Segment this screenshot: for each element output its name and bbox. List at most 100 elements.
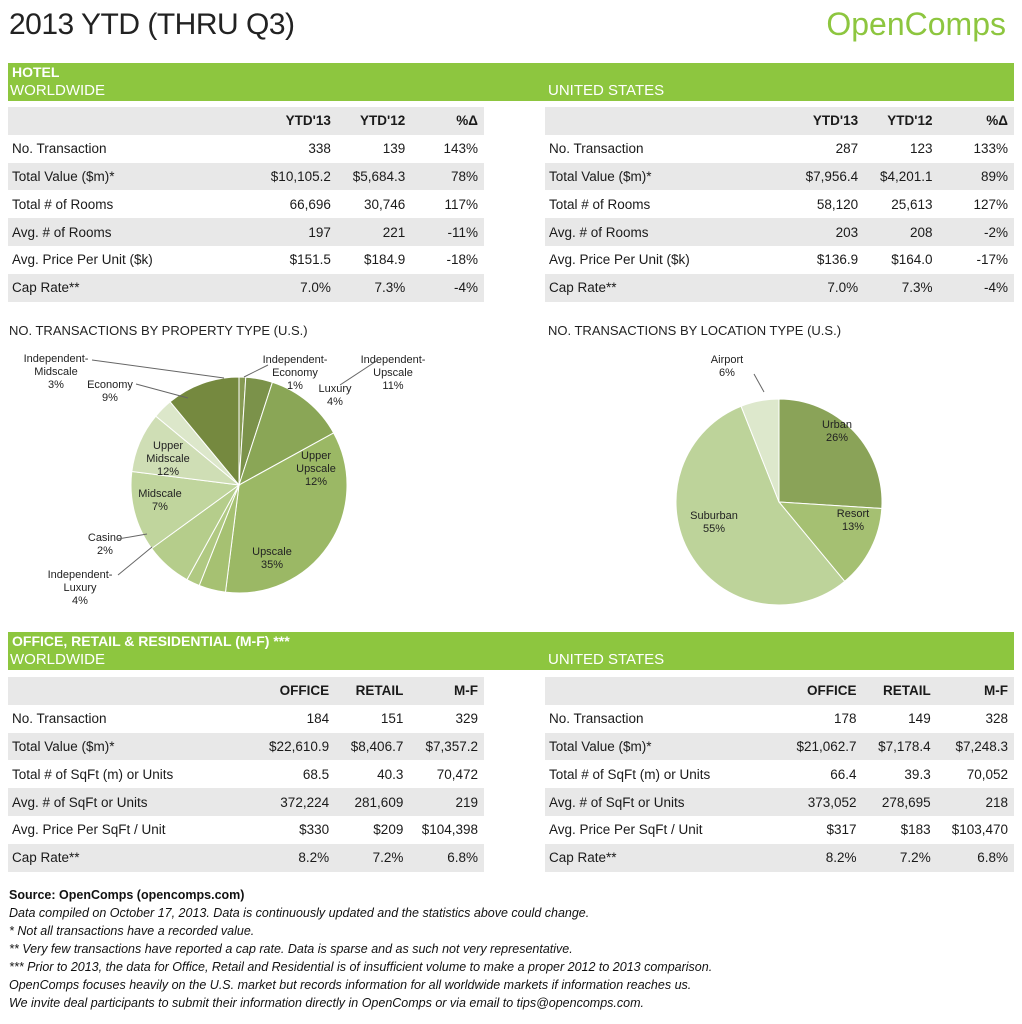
pie-slice-upper-upscale (238, 381, 335, 487)
row-label: Total Value ($m)* (545, 162, 776, 191)
pie-label-line: 26% (826, 432, 848, 444)
hotel-worldwide-heading: WORLDWIDE (10, 82, 105, 99)
table-row: Avg. Price Per SqFt / Unit $330 $209 $104,3… (8, 816, 484, 844)
pie-slice-upscale (224, 432, 348, 594)
row-value: 133% (973, 141, 1008, 157)
row-value: $4,201.1 (864, 162, 939, 191)
row-value: $103,470 (951, 822, 1008, 838)
pie-label-line: 35% (261, 559, 283, 571)
pie-label-upper-upscale: Upper Upscale 12% (296, 450, 336, 488)
table-header-empty (8, 107, 248, 135)
row-label: Total # of Rooms (12, 196, 114, 212)
pie-label-line: Upscale (252, 546, 292, 558)
row-value: 66,696 (289, 196, 331, 212)
hotel-section-header: HOTEL WORLDWIDE UNITED STATES (8, 63, 1014, 101)
table-row: Cap Rate** 7.0% 7.3% -4% (8, 273, 484, 302)
row-value: 7.0% (775, 273, 865, 302)
pie-label-independent-economy: Independent-Economy 1% (263, 354, 328, 392)
pie-label-line: 13% (842, 521, 864, 533)
row-value: 219 (409, 788, 484, 816)
pie-slice-urban (778, 398, 883, 509)
table-row: Cap Rate** 8.2% 7.2% 6.8% (8, 843, 484, 872)
row-value: 329 (455, 711, 478, 727)
row-value: $8,406.7 (335, 732, 410, 761)
row-label: Avg. Price Per SqFt / Unit (549, 822, 703, 838)
pie-label-line: 11% (382, 380, 403, 392)
pie-label-line: Economy (272, 367, 318, 379)
row-value: 78% (411, 162, 484, 191)
column-header: RETAIL (862, 677, 937, 705)
row-value: $5,684.3 (336, 162, 412, 191)
row-value: 66.4 (830, 766, 857, 782)
table-header-row: YTD'13 YTD'12 %Δ (545, 107, 1014, 135)
row-value: 221 (336, 218, 412, 246)
row-value: 149 (908, 711, 931, 727)
row-value: 151 (380, 711, 404, 727)
row-value: 178 (833, 711, 857, 727)
office-worldwide-heading: WORLDWIDE (10, 651, 105, 668)
row-value: 139 (382, 141, 406, 157)
table-row: Total # of Rooms 58,120 25,613 127% (545, 190, 1014, 218)
table-row: Cap Rate** 8.2% 7.2% 6.8% (545, 843, 1014, 872)
column-header: YTD'12 (336, 107, 412, 135)
office-section-title: OFFICE, RETAIL & RESIDENTIAL (M-F) *** (12, 633, 290, 649)
footer-note: We invite deal participants to submit th… (9, 996, 644, 1010)
table-row: Avg. # of Rooms 203 208 -2% (545, 218, 1014, 246)
pie-label-line: 3% (48, 379, 64, 391)
row-value: 197 (247, 218, 337, 246)
row-value: $151.5 (289, 252, 331, 268)
row-value: 6.8% (936, 843, 1014, 872)
pie-label-line: 55% (703, 523, 725, 535)
row-value: 40.3 (377, 766, 404, 782)
column-header: OFFICE (773, 677, 863, 705)
table-row: Avg. # of Rooms 197 221 -11% (8, 218, 484, 246)
row-value: $104,398 (421, 822, 478, 838)
row-label: No. Transaction (12, 141, 107, 157)
table-row: Cap Rate** 7.0% 7.3% -4% (545, 273, 1014, 302)
column-header: M-F (936, 677, 1014, 705)
pie-label-line: Independent- (24, 353, 89, 365)
table-row: No. Transaction 178 149 328 (545, 705, 1014, 733)
pie-label-line: Casino (88, 532, 122, 544)
table-header-row: YTD'13 YTD'12 %Δ (8, 107, 484, 135)
pie-label-resort: Resort 13% (837, 508, 869, 533)
row-value: $22,610.9 (245, 732, 336, 761)
pie-label-independent-upscale: Independent-Upscale 11% (361, 354, 426, 392)
page-title: 2013 YTD (THRU Q3) (9, 8, 295, 41)
row-value: 117% (444, 196, 478, 212)
row-label: No. Transaction (549, 141, 644, 157)
table-header-empty (545, 677, 774, 705)
row-value: 143% (443, 141, 478, 157)
column-header: OFFICE (245, 677, 336, 705)
pie-label-independent-midscale: Independent-Midscale 3% (24, 353, 89, 391)
column-header: M-F (409, 677, 484, 705)
office-us-heading: UNITED STATES (548, 651, 665, 668)
pie-leader-line (117, 533, 148, 540)
footer-note: OpenComps focuses heavily on the U.S. ma… (9, 978, 692, 992)
pie-label-line: 4% (327, 396, 343, 408)
pie-leader-line (117, 546, 153, 576)
row-value: 7.0% (247, 273, 337, 302)
pie-slice-independent-upscale (169, 376, 240, 487)
row-value: 208 (864, 218, 939, 246)
row-value: 30,746 (363, 196, 406, 212)
row-value: $7,178.4 (862, 732, 937, 761)
row-value: 127% (973, 196, 1008, 212)
pie-label-line: 1% (287, 380, 303, 392)
pie-label-line: Independent- (48, 569, 113, 581)
row-value: $330 (299, 822, 330, 838)
pie-label-upper-midscale: Upper Midscale 12% (146, 440, 189, 478)
row-value: 39.3 (904, 766, 931, 782)
table-row: Avg. Price Per Unit ($k) $151.5 $184.9 -18% (8, 246, 484, 274)
office-section-header: OFFICE, RETAIL & RESIDENTIAL (M-F) *** W… (8, 632, 1014, 670)
hotel-section-title: HOTEL (12, 64, 60, 80)
pie-label-line: 12% (157, 466, 179, 478)
pie-label-line: Upper (153, 440, 183, 452)
pie-slice-resort (777, 501, 883, 583)
row-value: -11% (411, 218, 484, 246)
row-value: $184.9 (363, 252, 406, 268)
row-label: Avg. # of SqFt or Units (545, 788, 774, 816)
row-value: $10,105.2 (247, 162, 337, 191)
row-label: No. Transaction (12, 711, 107, 727)
row-value: 278,695 (862, 788, 937, 816)
